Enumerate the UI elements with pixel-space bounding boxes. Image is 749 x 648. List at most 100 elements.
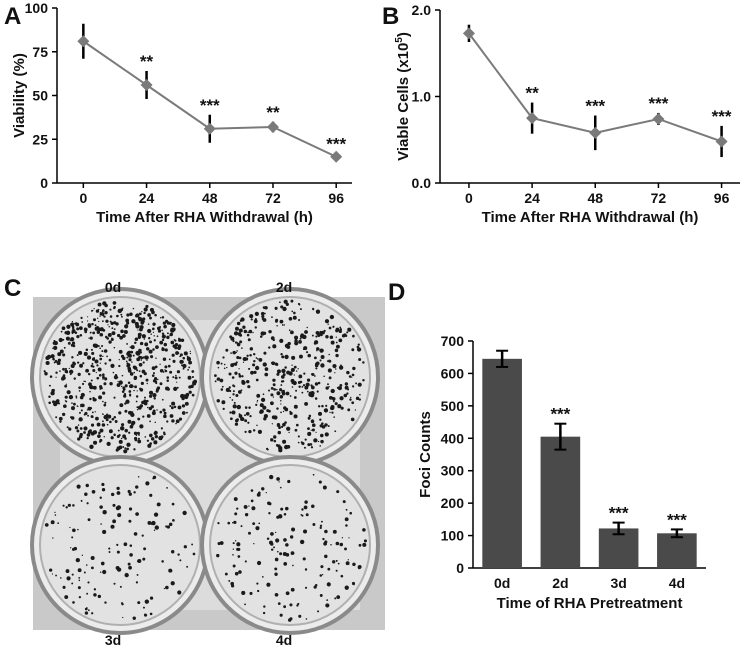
colony bbox=[188, 390, 192, 394]
colony bbox=[164, 369, 168, 373]
colony bbox=[262, 331, 267, 335]
colony bbox=[161, 398, 164, 401]
colony bbox=[327, 425, 330, 428]
colony bbox=[121, 390, 125, 393]
colony bbox=[133, 448, 136, 451]
colony bbox=[87, 372, 91, 376]
colony bbox=[236, 350, 238, 352]
colony bbox=[259, 403, 264, 408]
colony bbox=[166, 321, 170, 325]
colony bbox=[330, 388, 335, 394]
colony bbox=[246, 379, 250, 384]
colony bbox=[325, 603, 330, 608]
colony bbox=[137, 332, 142, 337]
colony bbox=[334, 372, 336, 374]
colony bbox=[297, 380, 301, 385]
colony bbox=[99, 327, 104, 332]
colony bbox=[351, 401, 355, 405]
colony bbox=[93, 440, 98, 445]
colony bbox=[237, 356, 240, 358]
colony bbox=[59, 420, 62, 423]
colony bbox=[136, 431, 140, 435]
colony bbox=[74, 331, 78, 335]
colony bbox=[143, 401, 148, 406]
colony bbox=[97, 367, 102, 372]
colony bbox=[317, 381, 321, 385]
colony bbox=[225, 387, 230, 393]
colony bbox=[124, 572, 129, 578]
colony bbox=[153, 339, 156, 342]
colony bbox=[117, 380, 119, 383]
colony bbox=[129, 312, 133, 317]
colony bbox=[159, 317, 162, 319]
colony bbox=[55, 574, 58, 577]
colony bbox=[121, 374, 124, 377]
colony bbox=[256, 560, 262, 566]
colony bbox=[48, 401, 51, 405]
colony bbox=[76, 405, 78, 407]
colony bbox=[179, 359, 184, 364]
colony bbox=[104, 377, 108, 381]
colony bbox=[291, 355, 296, 360]
colony bbox=[150, 333, 152, 335]
colony bbox=[186, 565, 189, 568]
colony bbox=[163, 587, 166, 590]
data-point bbox=[462, 27, 475, 40]
colony bbox=[104, 310, 108, 315]
colony bbox=[112, 301, 117, 305]
colony bbox=[133, 491, 136, 494]
colony bbox=[160, 427, 163, 430]
colony bbox=[262, 611, 266, 615]
colony bbox=[86, 607, 88, 609]
colony bbox=[262, 405, 267, 410]
colony bbox=[171, 419, 175, 423]
colony bbox=[161, 346, 164, 349]
colony bbox=[289, 410, 292, 413]
colony bbox=[126, 313, 130, 317]
x-tick-label: 4d bbox=[669, 575, 685, 591]
colony bbox=[263, 417, 267, 421]
colony bbox=[85, 564, 88, 566]
colony bbox=[234, 540, 237, 542]
colony bbox=[86, 502, 89, 505]
colony bbox=[280, 411, 282, 414]
colony bbox=[104, 362, 107, 365]
colony bbox=[149, 316, 152, 320]
colony bbox=[293, 404, 298, 409]
colony bbox=[359, 393, 361, 396]
colony bbox=[288, 329, 291, 332]
colony bbox=[149, 493, 153, 497]
panel-label: A bbox=[4, 3, 21, 30]
colony bbox=[71, 321, 74, 323]
colony bbox=[117, 513, 122, 518]
colony bbox=[130, 412, 135, 418]
colony bbox=[127, 419, 132, 424]
colony bbox=[153, 440, 158, 445]
colony bbox=[176, 370, 181, 374]
colony bbox=[351, 376, 353, 378]
colony bbox=[88, 429, 92, 433]
colony bbox=[254, 311, 259, 316]
colony bbox=[217, 399, 220, 402]
colony bbox=[58, 416, 63, 421]
colony bbox=[320, 355, 325, 359]
colony bbox=[344, 382, 349, 386]
colony bbox=[133, 436, 138, 441]
colony bbox=[170, 328, 175, 333]
colony bbox=[241, 347, 243, 349]
colony bbox=[143, 613, 148, 617]
colony bbox=[102, 377, 104, 380]
colony bbox=[63, 346, 66, 349]
colony bbox=[341, 334, 346, 338]
colony bbox=[168, 358, 171, 361]
colony bbox=[169, 414, 174, 418]
colony bbox=[129, 384, 134, 389]
colony bbox=[264, 372, 269, 377]
colony bbox=[262, 362, 267, 367]
colony bbox=[163, 411, 167, 415]
colony bbox=[115, 314, 119, 318]
colony bbox=[270, 438, 274, 442]
colony bbox=[260, 397, 266, 402]
colony bbox=[285, 543, 289, 547]
significance: *** bbox=[609, 504, 629, 523]
